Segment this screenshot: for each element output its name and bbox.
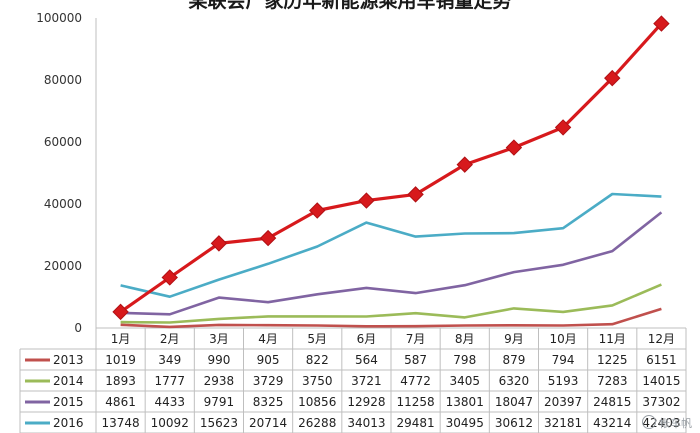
data-point-total-10 <box>604 69 621 87</box>
series-line-2016 <box>120 192 662 299</box>
table-cell: 587 <box>404 353 427 367</box>
watermark: 帐车帆 <box>642 415 692 431</box>
table-cell: 20397 <box>544 395 582 409</box>
x-tick-label-2: 3月 <box>209 332 229 346</box>
table-cell: 12928 <box>347 395 385 409</box>
table-cell: 1225 <box>597 353 628 367</box>
table-cell: 13748 <box>101 416 139 430</box>
data-point-total-5 <box>358 192 375 209</box>
series-line-2015 <box>120 211 663 316</box>
data-point-total-11 <box>653 15 670 32</box>
data-point-total-4 <box>309 202 326 219</box>
table-cell: 30495 <box>446 416 484 430</box>
table-cell: 26288 <box>298 416 336 430</box>
y-tick-label-4: 80000 <box>44 73 82 87</box>
x-tick-label-3: 4月 <box>258 332 278 346</box>
y-tick-label-2: 40000 <box>44 197 82 211</box>
table-cell: 32181 <box>544 416 582 430</box>
table-cell: 24815 <box>593 395 631 409</box>
wechat-icon <box>642 415 656 429</box>
x-tick-label-4: 5月 <box>307 332 327 346</box>
data-point-total-9 <box>554 119 572 136</box>
x-tick-label-11: 12月 <box>648 332 675 346</box>
table-cell: 9791 <box>204 395 235 409</box>
series-line-total <box>119 22 663 314</box>
data-point-total-1 <box>161 269 178 286</box>
table-cell: 20714 <box>249 416 287 430</box>
watermark-text: 帐车帆 <box>659 417 692 430</box>
table-cell: 1777 <box>154 374 185 388</box>
y-tick-label-3: 60000 <box>44 135 82 149</box>
table-cell: 3721 <box>351 374 382 388</box>
legend-label-2014: 2014 <box>53 374 84 388</box>
data-point-total-2 <box>210 235 228 252</box>
y-tick-label-1: 20000 <box>44 259 82 273</box>
table-cell: 14015 <box>642 374 680 388</box>
x-tick-label-7: 8月 <box>455 332 475 346</box>
chart-title: 某联会厂家历年新能源乘用车销量走势 <box>188 0 512 12</box>
table-cell: 10856 <box>298 395 336 409</box>
table-cell: 3750 <box>302 374 333 388</box>
series-line-2013 <box>120 307 662 329</box>
table-cell: 10092 <box>151 416 189 430</box>
table-cell: 798 <box>453 353 476 367</box>
x-tick-label-8: 9月 <box>504 332 524 346</box>
data-point-total-8 <box>505 139 523 156</box>
x-tick-label-5: 6月 <box>357 332 377 346</box>
table-cell: 564 <box>355 353 378 367</box>
legend-label-2013: 2013 <box>53 353 84 367</box>
table-cell: 18047 <box>495 395 533 409</box>
table-cell: 6320 <box>499 374 530 388</box>
x-tick-label-0: 1月 <box>111 332 131 346</box>
table-cell: 2938 <box>204 374 235 388</box>
table-cell: 1019 <box>105 353 136 367</box>
table-cell: 794 <box>552 353 575 367</box>
table-cell: 4772 <box>400 374 431 388</box>
table-cell: 43214 <box>593 416 631 430</box>
table-cell: 6151 <box>646 353 677 367</box>
table-cell: 7283 <box>597 374 628 388</box>
table-cell: 1893 <box>105 374 136 388</box>
table-cell: 3405 <box>449 374 480 388</box>
table-cell: 8325 <box>253 395 284 409</box>
table-cell: 34013 <box>347 416 385 430</box>
data-point-total-6 <box>407 186 424 203</box>
table-cell: 13801 <box>446 395 484 409</box>
data-point-total-0 <box>112 303 129 321</box>
x-tick-label-10: 11月 <box>599 332 626 346</box>
x-tick-label-6: 7月 <box>406 332 426 346</box>
x-tick-label-1: 2月 <box>160 332 180 346</box>
table-cell: 879 <box>502 353 525 367</box>
table-cell: 905 <box>257 353 280 367</box>
y-tick-label-0: 0 <box>74 321 82 335</box>
table-cell: 4861 <box>105 395 136 409</box>
table-cell: 30612 <box>495 416 533 430</box>
table-cell: 349 <box>158 353 181 367</box>
table-cell: 990 <box>207 353 230 367</box>
legend-label-2015: 2015 <box>53 395 84 409</box>
table-cell: 3729 <box>253 374 284 388</box>
data-point-total-7 <box>456 156 473 173</box>
series-line-2014 <box>120 283 662 324</box>
table-cell: 15623 <box>200 416 238 430</box>
table-cell: 4433 <box>154 395 185 409</box>
table-cell: 11258 <box>396 395 434 409</box>
table-cell: 37302 <box>642 395 680 409</box>
y-tick-label-5: 100000 <box>36 11 82 25</box>
table-cell: 29481 <box>396 416 434 430</box>
x-tick-label-9: 10月 <box>549 332 576 346</box>
table-cell: 822 <box>306 353 329 367</box>
legend-label-2016: 2016 <box>53 416 84 430</box>
data-point-total-3 <box>259 229 277 247</box>
table-cell: 5193 <box>548 374 579 388</box>
